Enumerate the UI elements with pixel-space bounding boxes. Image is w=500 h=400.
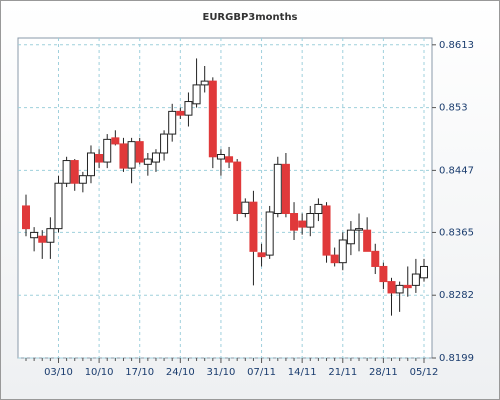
- candle-body: [78, 175, 87, 184]
- candle-body: [168, 110, 177, 135]
- candle-body: [403, 284, 412, 289]
- candle-body: [176, 110, 185, 116]
- candle-body: [322, 205, 331, 256]
- candle-body: [363, 229, 372, 252]
- candle-body: [86, 152, 95, 177]
- candle-body: [30, 231, 39, 239]
- candle-body: [241, 201, 250, 215]
- candle-body: [119, 143, 128, 169]
- candle-body: [290, 213, 299, 231]
- x-tick-label: 31/10: [207, 367, 236, 378]
- candle-body: [314, 203, 323, 215]
- x-tick-label: 28/11: [369, 367, 398, 378]
- candle-body: [379, 265, 388, 283]
- candle-body: [265, 211, 274, 256]
- candle-body: [111, 137, 120, 145]
- candle-body: [70, 160, 79, 184]
- candle-body: [151, 152, 160, 163]
- candle-body: [355, 228, 364, 231]
- candle-body: [346, 229, 355, 245]
- candle-body: [387, 281, 396, 294]
- candle-body: [208, 80, 217, 158]
- candle-body: [281, 163, 290, 215]
- candle-body: [216, 154, 225, 160]
- candle-body: [225, 156, 234, 163]
- candle-body: [330, 254, 339, 264]
- candle-body: [395, 284, 404, 294]
- candle-body: [143, 158, 152, 165]
- candle-body: [62, 160, 71, 184]
- y-tick-label: 0.8282: [439, 290, 474, 301]
- candle-body: [306, 213, 315, 228]
- candle-body: [298, 220, 307, 228]
- candle-body: [338, 239, 347, 264]
- candle-body: [22, 205, 30, 230]
- y-tick-label: 0.853: [439, 103, 468, 114]
- candle-body: [54, 182, 63, 230]
- candle-body: [38, 235, 47, 243]
- x-tick-label: 21/11: [328, 367, 357, 378]
- x-tick-label: 17/10: [125, 367, 154, 378]
- candle-body: [160, 133, 169, 154]
- candle-body: [103, 138, 112, 163]
- candle-body: [257, 252, 266, 258]
- y-tick-label: 0.8447: [439, 165, 474, 176]
- y-tick-label: 0.8613: [439, 40, 474, 51]
- plot-area: [17, 37, 433, 359]
- x-tick-label: 03/10: [44, 367, 73, 378]
- x-tick-label: 24/10: [166, 367, 195, 378]
- y-tick-label: 0.8365: [439, 227, 474, 238]
- candle-body: [135, 141, 144, 163]
- candle-body: [184, 101, 193, 116]
- x-tick-label: 10/10: [85, 367, 114, 378]
- x-tick-label: 05/12: [410, 367, 439, 378]
- x-tick-label: 14/11: [288, 367, 317, 378]
- candle-body: [46, 228, 55, 243]
- candle-body: [200, 80, 209, 86]
- chart-title: EURGBP3months: [202, 12, 297, 23]
- candle-body: [273, 163, 282, 215]
- candle-body: [420, 265, 428, 279]
- candle-body: [371, 250, 380, 267]
- candle-body: [127, 141, 136, 169]
- candle-body: [249, 201, 258, 252]
- x-tick-label: 07/11: [247, 367, 276, 378]
- candle-body: [95, 154, 104, 163]
- candle-body: [233, 161, 242, 215]
- candle-body: [411, 273, 420, 286]
- candle-body: [192, 84, 201, 105]
- y-tick-label: 0.8199: [439, 353, 474, 364]
